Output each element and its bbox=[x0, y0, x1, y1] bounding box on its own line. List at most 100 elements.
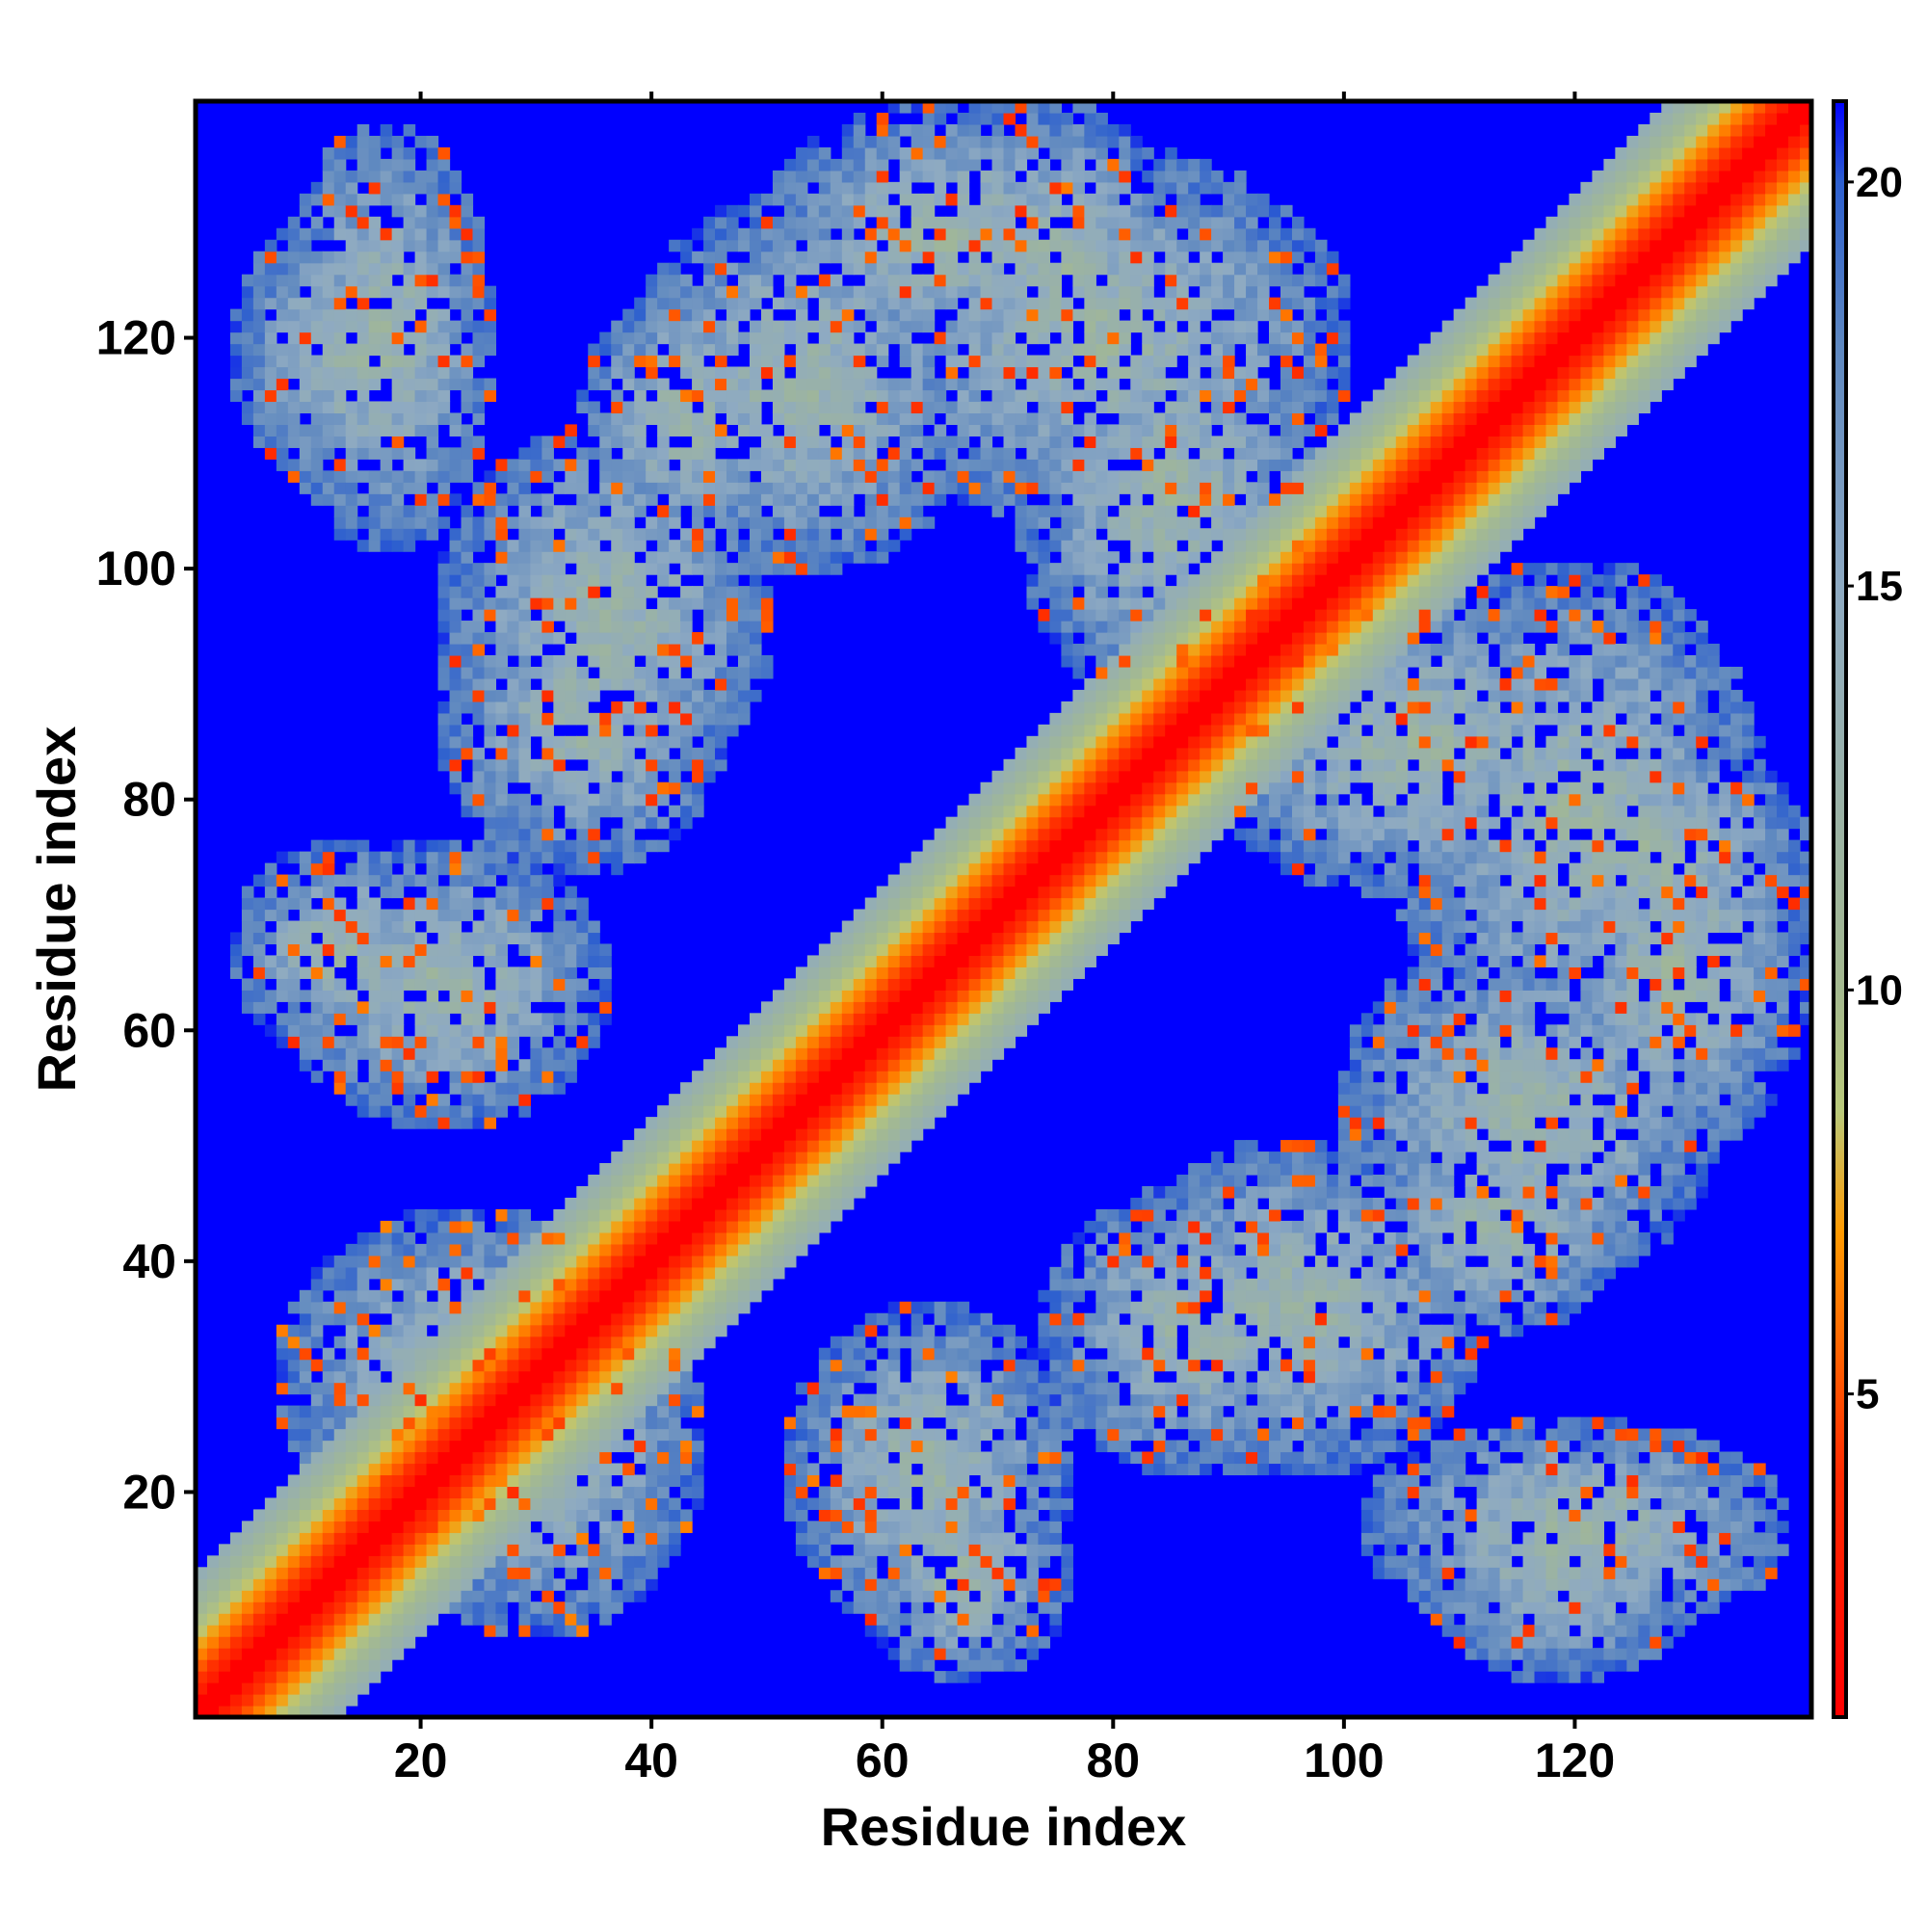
heatmap-cell bbox=[380, 1243, 393, 1257]
heatmap-cell bbox=[818, 355, 832, 368]
heatmap-cell bbox=[646, 1208, 658, 1222]
heatmap-cell bbox=[356, 1486, 370, 1499]
heatmap-cell bbox=[541, 1312, 554, 1326]
heatmap-cell bbox=[760, 436, 774, 448]
heatmap-cell bbox=[553, 563, 566, 575]
heatmap-cell bbox=[414, 1451, 428, 1465]
heatmap-cell bbox=[437, 1231, 451, 1245]
heatmap-cell bbox=[495, 516, 509, 529]
heatmap-cell bbox=[703, 436, 716, 448]
heatmap-cell bbox=[818, 1128, 832, 1141]
heatmap-cell bbox=[680, 1336, 693, 1349]
heatmap-cell bbox=[737, 597, 751, 610]
heatmap-cell bbox=[345, 1555, 358, 1568]
heatmap-cell bbox=[356, 839, 370, 853]
heatmap-cell bbox=[680, 793, 693, 807]
heatmap-cell bbox=[737, 1175, 751, 1187]
heatmap-cell bbox=[391, 1220, 405, 1233]
heatmap-cell bbox=[795, 447, 808, 460]
heatmap-cell bbox=[945, 101, 959, 114]
heatmap-cell bbox=[484, 851, 497, 864]
heatmap-cell bbox=[726, 331, 739, 345]
heatmap-cell bbox=[864, 239, 878, 252]
heatmap-cell bbox=[530, 551, 542, 564]
heatmap-cell bbox=[853, 966, 866, 979]
heatmap-cell bbox=[553, 932, 566, 945]
heatmap-cell bbox=[356, 297, 370, 310]
heatmap-cell bbox=[518, 1555, 531, 1568]
heatmap-cell bbox=[715, 1128, 727, 1141]
heatmap-cell bbox=[945, 1671, 959, 1683]
heatmap-cell bbox=[507, 758, 519, 772]
heatmap-cell bbox=[853, 909, 866, 922]
heatmap-cell bbox=[333, 528, 347, 541]
heatmap-cell bbox=[715, 747, 727, 760]
heatmap-cell bbox=[887, 1463, 901, 1476]
heatmap-cell bbox=[622, 839, 635, 853]
heatmap-cell bbox=[795, 1163, 808, 1176]
heatmap-cell bbox=[887, 447, 901, 460]
heatmap-cell bbox=[437, 724, 451, 737]
heatmap-cell bbox=[576, 1486, 589, 1499]
heatmap-cell bbox=[553, 851, 566, 864]
heatmap-cell bbox=[772, 170, 785, 183]
heatmap-cell bbox=[530, 1486, 542, 1499]
heatmap-cell bbox=[472, 920, 486, 934]
heatmap-cell bbox=[541, 747, 554, 760]
heatmap-cell bbox=[599, 724, 612, 737]
heatmap-cell bbox=[749, 1140, 762, 1152]
heatmap-cell bbox=[403, 1613, 416, 1626]
heatmap-cell bbox=[830, 1059, 843, 1072]
heatmap-cell bbox=[772, 563, 785, 575]
heatmap-cell bbox=[472, 862, 486, 876]
heatmap-cell bbox=[783, 1117, 797, 1129]
heatmap-cell bbox=[196, 1613, 208, 1626]
heatmap-cell bbox=[437, 735, 451, 749]
heatmap-cell bbox=[588, 1405, 600, 1418]
heatmap-cell bbox=[646, 1382, 658, 1395]
heatmap-cell bbox=[403, 851, 416, 864]
heatmap-cell bbox=[449, 320, 462, 333]
heatmap-cell bbox=[356, 1509, 370, 1522]
heatmap-cell bbox=[692, 1197, 704, 1210]
heatmap-cell bbox=[403, 447, 416, 460]
heatmap-cell bbox=[657, 758, 670, 772]
heatmap-cell bbox=[276, 1486, 289, 1499]
heatmap-cell bbox=[922, 1451, 936, 1465]
heatmap-cell bbox=[611, 1336, 623, 1349]
heatmap-cell bbox=[899, 1428, 912, 1442]
heatmap-cell bbox=[806, 978, 820, 991]
heatmap-cell bbox=[403, 1567, 416, 1579]
heatmap-cell bbox=[530, 1382, 542, 1395]
heatmap-cell bbox=[484, 609, 497, 622]
heatmap-cell bbox=[206, 1567, 220, 1579]
heatmap-cell bbox=[391, 297, 405, 310]
heatmap-cell bbox=[437, 1463, 451, 1476]
heatmap-cell bbox=[368, 216, 382, 229]
heatmap-cell bbox=[783, 262, 797, 276]
heatmap-cell bbox=[899, 262, 912, 276]
heatmap-cell bbox=[680, 1117, 693, 1129]
heatmap-cell bbox=[853, 1567, 866, 1579]
heatmap-cell bbox=[299, 1289, 312, 1303]
heatmap-cell bbox=[403, 1117, 416, 1129]
heatmap-cell bbox=[599, 609, 612, 622]
heatmap-cell bbox=[484, 297, 497, 310]
heatmap-cell bbox=[565, 586, 577, 598]
heatmap-cell bbox=[565, 1601, 577, 1614]
heatmap-cell bbox=[669, 1474, 681, 1488]
heatmap-cell bbox=[599, 1001, 612, 1014]
heatmap-cell bbox=[611, 1521, 623, 1533]
heatmap-cell bbox=[611, 758, 623, 772]
heatmap-cell bbox=[911, 216, 924, 229]
heatmap-cell bbox=[772, 1094, 785, 1106]
heatmap-cell bbox=[703, 412, 716, 425]
heatmap-cell bbox=[680, 274, 693, 287]
heatmap-cell bbox=[252, 1601, 266, 1614]
heatmap-cell bbox=[333, 516, 347, 529]
heatmap-cell bbox=[680, 621, 693, 633]
heatmap-cell bbox=[310, 1706, 324, 1718]
heatmap-cell bbox=[299, 1440, 312, 1453]
heatmap-cell bbox=[715, 621, 727, 633]
heatmap-cell bbox=[657, 1243, 670, 1257]
